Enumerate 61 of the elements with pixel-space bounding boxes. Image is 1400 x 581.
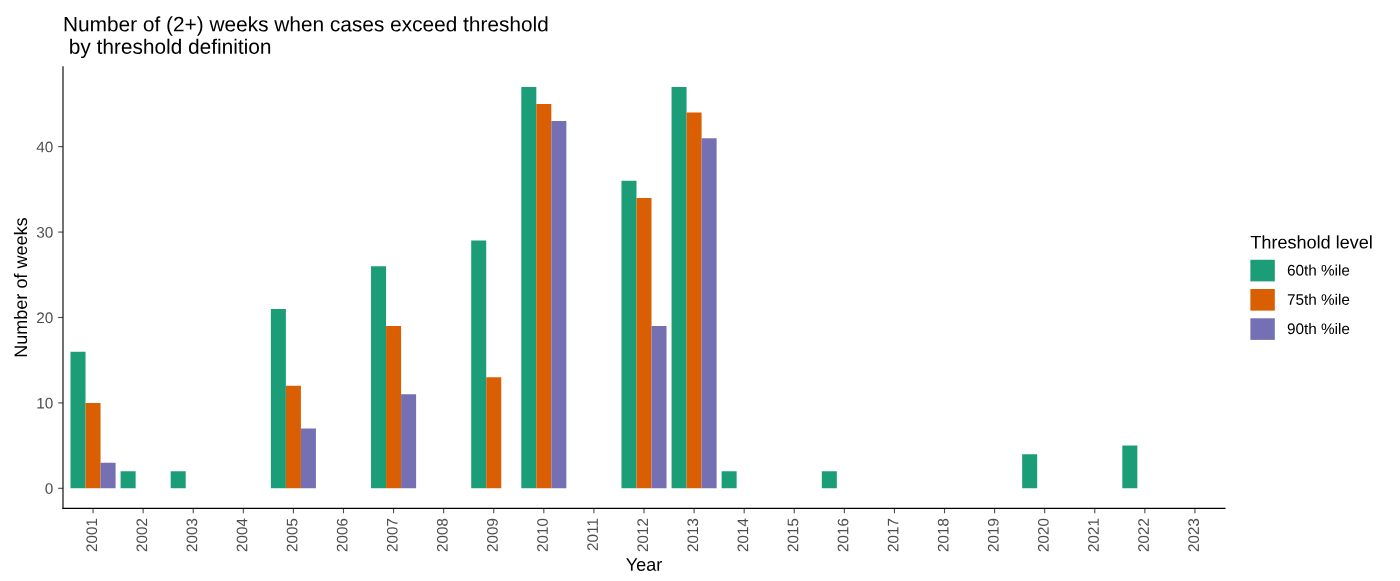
- x-axis-title: Year: [626, 558, 662, 571]
- bar: [536, 103, 552, 489]
- bar: [651, 326, 667, 489]
- x-tick-label: 2013: [687, 518, 699, 552]
- chart-title: Number of (2+) weeks when cases exceed threshold by threshold definition: [64, 16, 548, 59]
- bar: [701, 138, 717, 489]
- y-tick-label: 30: [36, 226, 53, 238]
- bar: [486, 377, 502, 489]
- bar: [1022, 454, 1038, 489]
- bar: [170, 471, 186, 489]
- bar: [621, 180, 637, 489]
- bar: [521, 86, 537, 489]
- bar: [551, 121, 567, 489]
- y-tick-label: 10: [37, 397, 53, 409]
- x-tick-label: 2008: [436, 518, 448, 552]
- x-tick-label: 2007: [386, 518, 398, 552]
- bar: [120, 471, 136, 489]
- x-tick-label: 2011: [587, 518, 599, 551]
- x-tick-label: 2021: [1088, 518, 1099, 552]
- x-tick-label: 2017: [887, 518, 899, 552]
- x-tick-label: 2014: [737, 518, 749, 552]
- x-tick-label: 2004: [236, 518, 248, 552]
- bar: [671, 86, 687, 489]
- x-tick-label: 2005: [286, 518, 298, 552]
- y-axis-title: Number of weeks: [13, 218, 28, 357]
- legend-label: 60th %ile: [1287, 264, 1350, 276]
- bar: [636, 197, 652, 489]
- bar: [821, 471, 837, 489]
- x-tick-label: 2016: [837, 518, 849, 552]
- legend-label: 75th %ile: [1287, 293, 1350, 305]
- bar: [85, 402, 101, 489]
- x-tick-label: 2022: [1138, 518, 1149, 552]
- x-tick-label: 2002: [136, 518, 148, 552]
- x-tick-label: 2009: [487, 518, 498, 552]
- x-tick-label: 2020: [1037, 518, 1049, 552]
- bar: [471, 240, 487, 489]
- y-tick-label: 0: [45, 483, 53, 494]
- bar: [721, 471, 737, 489]
- x-tick-label: 2003: [186, 518, 198, 552]
- bar: [386, 326, 402, 489]
- y-tick-label: 20: [37, 312, 53, 324]
- bar: [1122, 445, 1138, 489]
- x-tick-label: 2018: [937, 518, 949, 552]
- legend-label: 90th %ile: [1287, 322, 1350, 335]
- x-tick-label: 2023: [1188, 518, 1200, 552]
- bar: [401, 394, 417, 489]
- x-tick-label: 2001: [86, 518, 98, 552]
- x-tick-label: 2010: [537, 518, 548, 552]
- bar: [270, 308, 286, 489]
- bar: [100, 462, 116, 489]
- y-tick-label: 40: [36, 141, 53, 153]
- x-tick-label: 2006: [336, 518, 348, 552]
- bar: [285, 385, 301, 489]
- x-tick-label: 2019: [987, 518, 999, 552]
- bar: [70, 351, 86, 489]
- legend-title: Threshold level: [1250, 235, 1372, 249]
- x-tick-label: 2015: [787, 518, 799, 552]
- bar: [371, 266, 387, 489]
- x-tick-label: 2012: [637, 518, 649, 552]
- bar: [686, 112, 702, 489]
- bar: [300, 428, 316, 489]
